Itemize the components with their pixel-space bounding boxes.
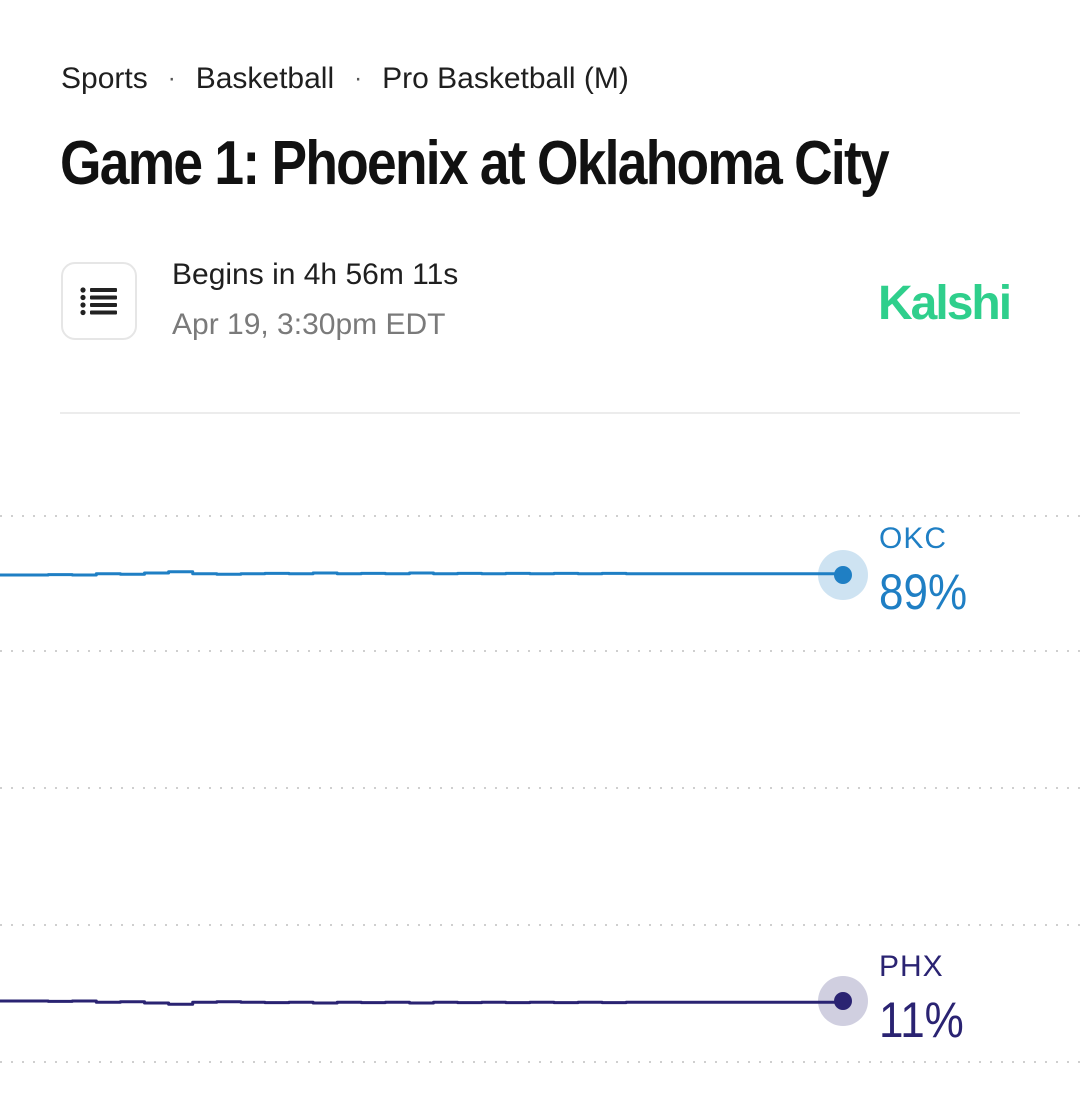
series-label-okc: OKC [879,522,948,555]
series-line-phx [0,999,845,1006]
series-end-point-phx[interactable] [834,992,852,1010]
series-value-okc: 89% [879,564,968,620]
divider [60,412,1020,414]
breadcrumb-item-basketball[interactable]: Basketball [195,62,335,95]
series-label-phx: PHX [879,950,944,983]
list-icon [80,287,117,316]
event-date: Apr 19, 3:30pm EDT [172,308,446,341]
kalshi-logo: Kalshi [878,277,1012,330]
event-countdown: Begins in 4h 56m 11s [172,258,459,291]
series-end-point-okc[interactable] [834,566,852,584]
page-title: Game 1: Phoenix at Oklahoma City [60,129,890,198]
series-value-phx: 11% [879,992,964,1048]
rules-button[interactable] [61,262,137,340]
breadcrumb-separator: · [354,65,363,92]
breadcrumb-separator: · [167,65,176,92]
breadcrumb-item-sports[interactable]: Sports [61,62,148,95]
breadcrumb: Sports · Basketball · Pro Basketball (M) [61,62,629,96]
breadcrumb-item-pro-basketball[interactable]: Pro Basketball (M) [382,62,629,95]
series-line-okc [0,570,845,577]
